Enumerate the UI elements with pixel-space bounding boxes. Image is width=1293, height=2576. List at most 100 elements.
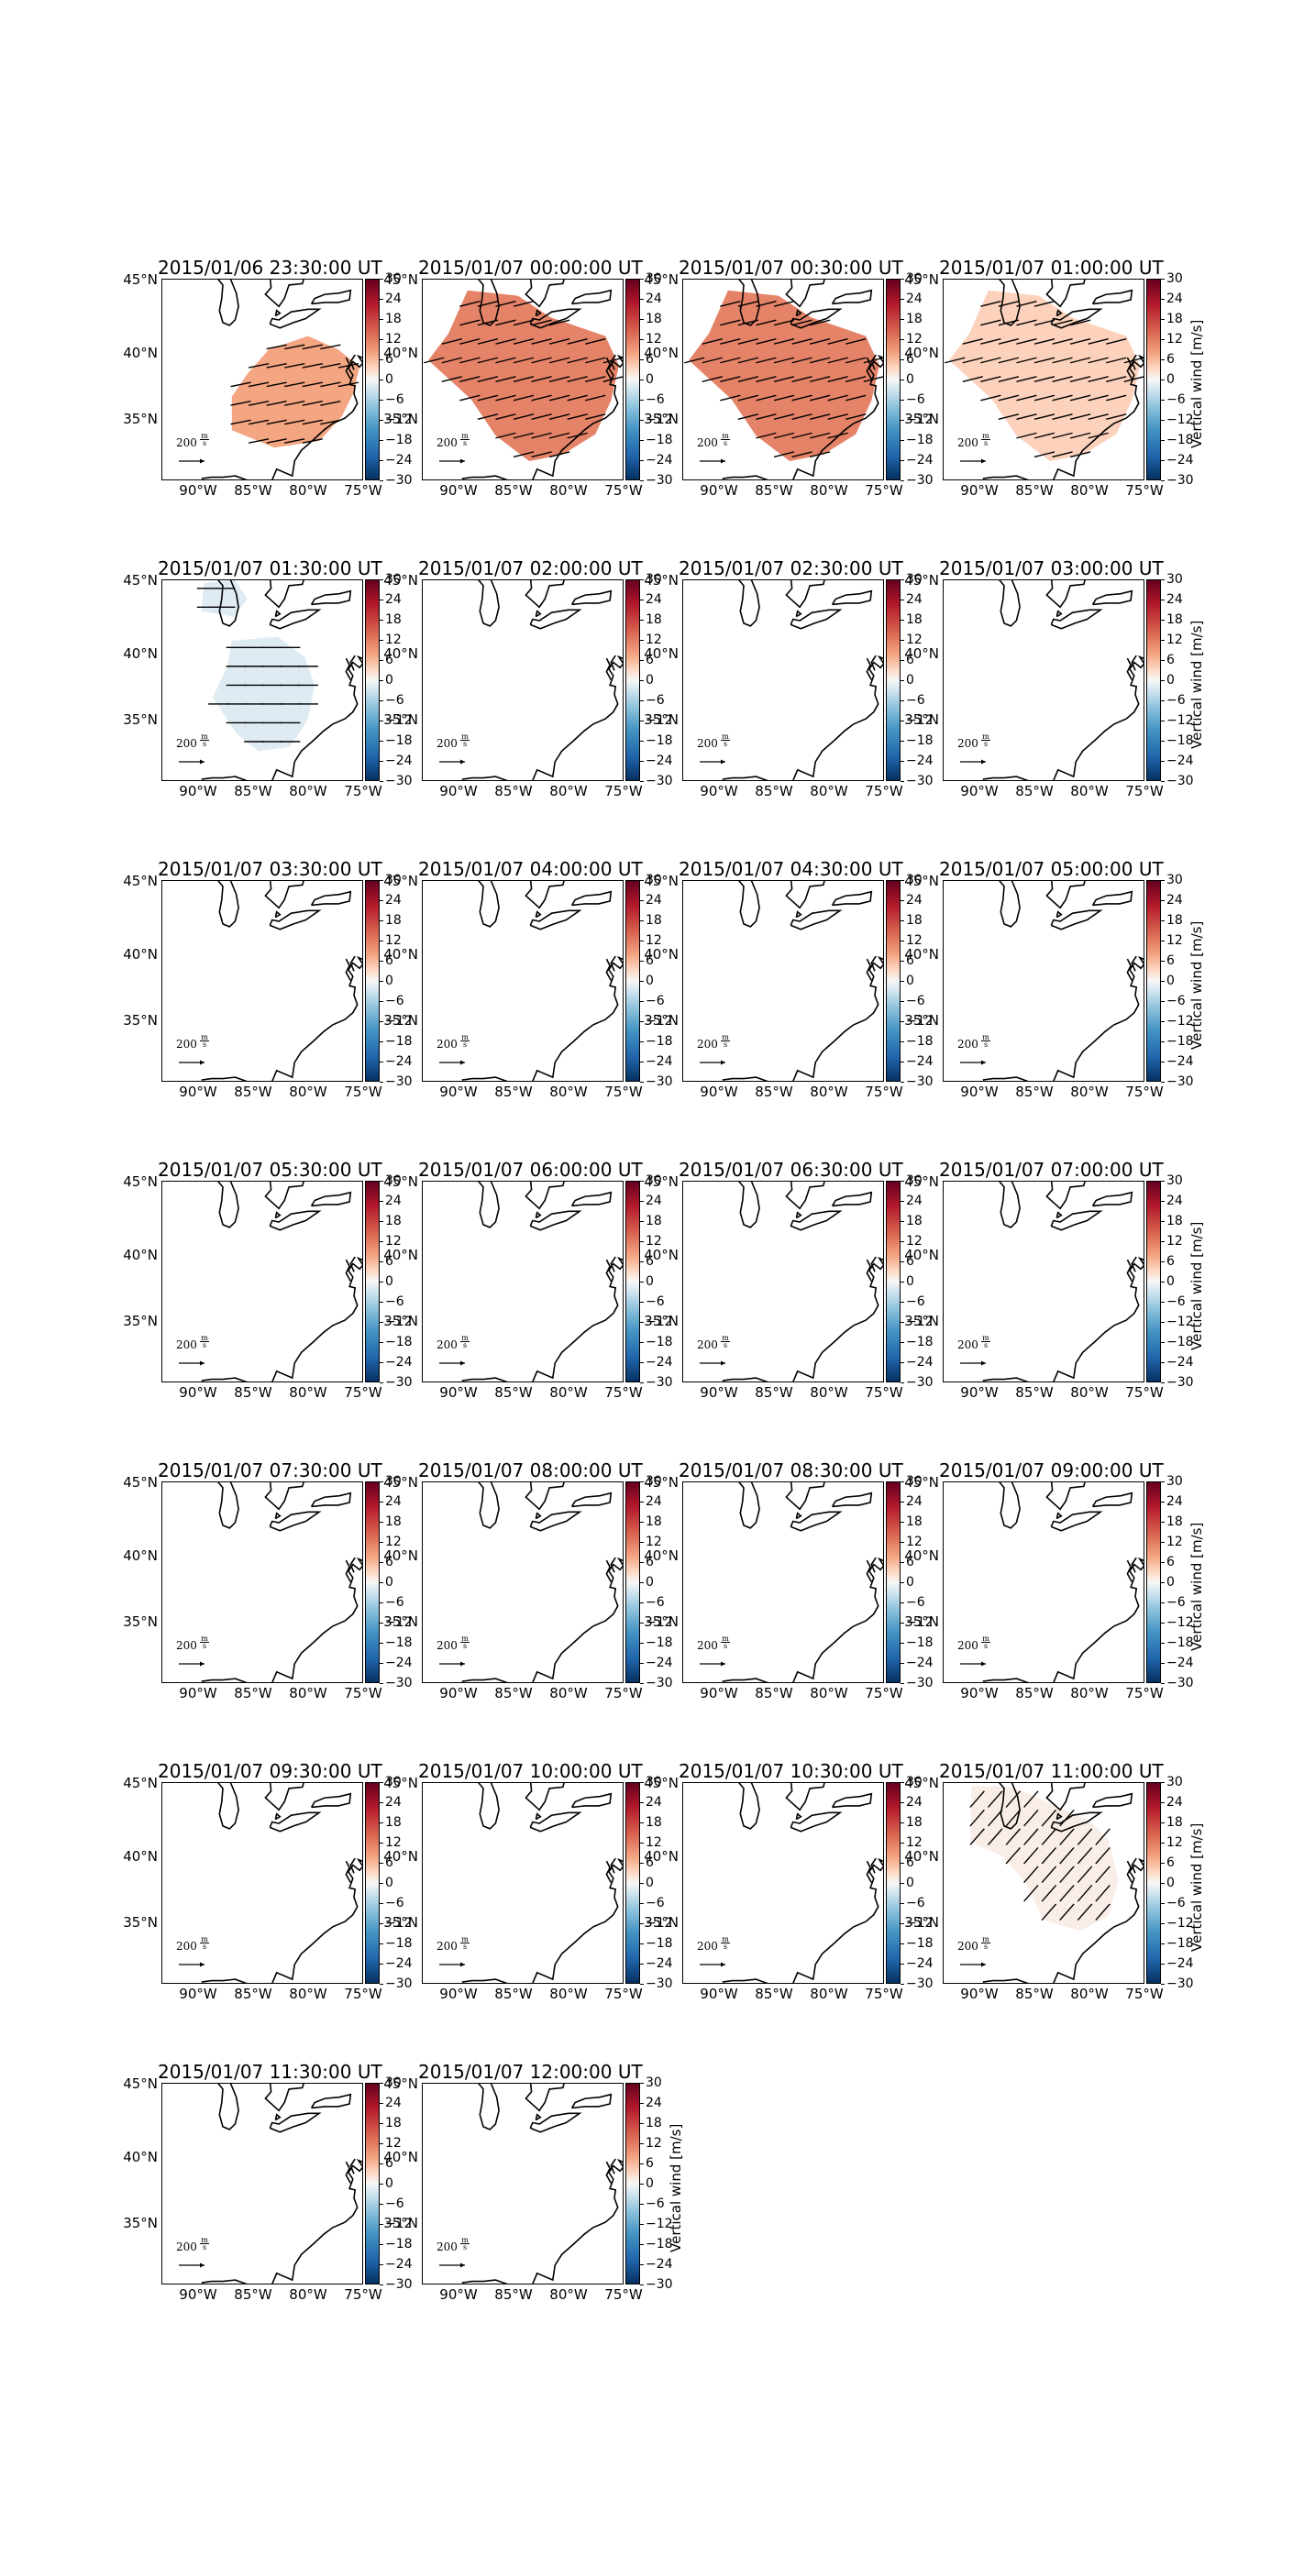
panel-title: 2015/01/07 02:00:00 UT <box>418 557 643 579</box>
colorbar-tick-label: −24 <box>385 1956 413 1971</box>
coastline <box>217 280 239 326</box>
longitude-label: 80°W <box>289 1685 327 1701</box>
wind-vector <box>1041 1846 1057 1865</box>
colorbar-tick-mark <box>1161 781 1165 782</box>
longitude-label: 80°W <box>289 482 327 499</box>
coastline <box>1045 280 1086 308</box>
coastline <box>349 2158 356 2174</box>
wind-vector <box>773 319 795 326</box>
coastline <box>610 1557 616 1573</box>
colorbar-tick-label: 24 <box>1166 1795 1183 1810</box>
coastline <box>1050 909 1103 930</box>
coastline <box>310 890 352 907</box>
wind-vector <box>320 362 341 369</box>
colorbar-tick-label: −18 <box>906 1635 934 1650</box>
colorbar-tick-mark <box>380 1943 383 1944</box>
colorbar-tick-mark <box>380 920 383 921</box>
colorbar-tick-mark <box>1161 279 1165 280</box>
longitude-label: 75°W <box>344 1986 382 2002</box>
colorbar-tick-mark <box>901 1542 904 1543</box>
colorbar-label: Vertical wind [m/s] <box>1188 620 1205 749</box>
wind-vector <box>459 338 481 345</box>
map-frame <box>161 279 363 480</box>
wind-vector <box>477 413 499 421</box>
colorbar-tick-mark <box>640 920 644 921</box>
colorbar-tick-mark <box>380 640 383 641</box>
wind-vector <box>1016 376 1037 382</box>
colorbar-tick-mark <box>901 1943 904 1944</box>
wind-vector <box>1016 357 1037 364</box>
colorbar-tick-mark <box>380 1802 383 1803</box>
colorbar-tick-label: −6 <box>906 994 925 1008</box>
wind-vector <box>513 376 535 382</box>
colorbar-tick-label: −12 <box>385 413 413 427</box>
coastline <box>201 955 362 1081</box>
colorbar-tick-mark <box>1161 1822 1165 1823</box>
scale-arrow-head <box>721 759 725 765</box>
colorbar-tick-label: −24 <box>906 754 934 768</box>
wind-vector <box>791 357 812 364</box>
wind-vector <box>998 319 1020 326</box>
colorbar-tick-label: 12 <box>385 1234 402 1249</box>
longitude-label: 85°W <box>234 1084 272 1100</box>
colorbar-tick-label: 24 <box>646 1795 662 1810</box>
wind-vector <box>737 376 759 382</box>
coastline <box>535 610 542 618</box>
colorbar-tick-label: 12 <box>1166 1835 1183 1850</box>
colorbar-tick-mark <box>380 1883 383 1884</box>
scale-arrow-value: 200 <box>957 1639 978 1652</box>
wind-vector <box>962 338 983 345</box>
colorbar-tick-label: −6 <box>385 994 404 1008</box>
scale-unit-denominator: s <box>200 1943 209 1951</box>
latitude-label: 35°N <box>383 1613 418 1630</box>
longitude-label: 90°W <box>179 1685 217 1701</box>
wind-vector <box>248 438 270 444</box>
wind-vector <box>1016 338 1037 345</box>
latitude-label: 45°N <box>644 1474 679 1491</box>
colorbar-tick-mark <box>640 1582 644 1583</box>
scale-unit-denominator: s <box>721 1040 730 1049</box>
colorbar-tick-label: −18 <box>385 2237 413 2251</box>
coastline <box>461 655 623 780</box>
colorbar-tick-label: −24 <box>646 453 673 468</box>
coastline <box>525 580 565 609</box>
longitude-label: 90°W <box>179 1084 217 1100</box>
colorbar <box>1146 1782 1161 1984</box>
coastline <box>478 280 500 326</box>
colorbar-tick-label: −6 <box>646 1595 665 1610</box>
longitude-label: 90°W <box>960 1384 999 1401</box>
colorbar-tick-mark <box>640 279 644 280</box>
coastline <box>570 289 613 305</box>
colorbar-tick-mark <box>901 1863 904 1864</box>
scale-unit-numerator: m <box>461 1935 469 1943</box>
panel-title: 2015/01/07 02:30:00 UT <box>679 557 903 579</box>
coastline <box>1055 610 1063 618</box>
coastline <box>870 1557 877 1573</box>
wind-vector <box>1106 394 1127 402</box>
panel-title: 2015/01/07 08:30:00 UT <box>679 1459 903 1481</box>
colorbar-tick-mark <box>380 480 383 481</box>
colorbar-tick-mark <box>901 1041 904 1042</box>
wind-vector <box>1106 376 1127 382</box>
wind-vector <box>980 338 1001 345</box>
colorbar-tick-label: −30 <box>906 1375 934 1390</box>
coastline <box>269 1511 322 1532</box>
scale-arrow-value: 200 <box>957 436 978 449</box>
scale-unit-numerator: m <box>201 432 208 440</box>
latitude-label: 35°N <box>644 1914 679 1931</box>
coastline <box>785 580 825 609</box>
wind-vector <box>548 319 570 326</box>
colorbar <box>1146 1181 1161 1382</box>
coastline <box>1131 1256 1137 1272</box>
wind-vector <box>773 394 795 402</box>
colorbar-tick-mark <box>1161 1302 1165 1303</box>
colorbar-tick-label: −24 <box>646 2257 673 2272</box>
coastline <box>529 308 582 329</box>
longitude-label: 75°W <box>1125 482 1164 499</box>
colorbar-tick-label: −18 <box>646 1936 673 1951</box>
colorbar-tick-mark <box>1161 460 1165 461</box>
longitude-label: 85°W <box>755 1685 793 1701</box>
